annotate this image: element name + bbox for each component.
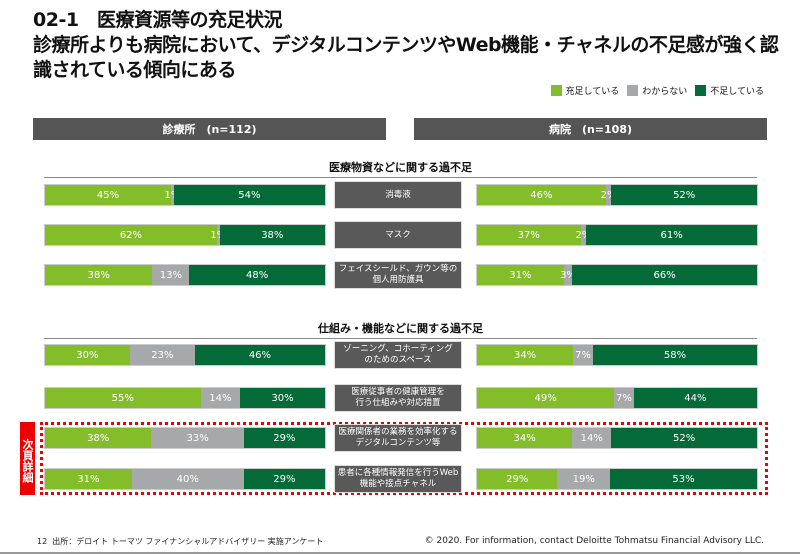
bar-segment-insufficient: 61% — [586, 225, 757, 245]
category-label: 医療関係者の業務を効率化する デジタルコンテンツ等 — [334, 424, 462, 452]
bar-segment-satisfied: 31% — [477, 265, 564, 285]
hospital-bar: 34% 14% 52% — [476, 427, 758, 449]
bar-segment-satisfied: 38% — [45, 428, 152, 448]
bar-segment-unknown: 3% — [560, 265, 576, 285]
page-subtitle-line2: 識されている傾向にある — [33, 59, 236, 81]
bar-segment-insufficient: 30% — [240, 388, 325, 408]
bar-segment-unknown: 1% — [210, 225, 226, 245]
bar-segment-satisfied: 37% — [477, 225, 581, 245]
clinic-bar: 31% 40% 29% — [44, 468, 326, 490]
legend-swatch — [550, 85, 562, 96]
bar-segment-unknown: 13% — [152, 265, 190, 285]
group-header-clinic: 診療所 (n=112) — [33, 118, 386, 140]
bar-segment-satisfied: 46% — [477, 185, 606, 205]
clinic-bar: 55% 14% 30% — [44, 387, 326, 409]
legend-swatch — [695, 85, 707, 96]
page-subtitle-line1: 診療所よりも病院において、デジタルコンテンツやWeb機能・チャネルの不足感が強く… — [33, 34, 779, 56]
bar-segment-satisfied: 55% — [45, 388, 201, 408]
legend-swatch — [627, 85, 639, 96]
legend-label: 不足している — [710, 87, 764, 97]
highlight-box — [40, 422, 768, 495]
bar-segment-insufficient: 66% — [572, 265, 757, 285]
hospital-bar: 34% 7% 58% — [476, 344, 758, 366]
page-title: 02-1 医療資源等の充足状況 — [33, 9, 283, 31]
clinic-bar: 45% 1% 54% — [44, 184, 326, 206]
bar-segment-unknown: 7% — [614, 388, 634, 408]
category-label: 消毒液 — [334, 181, 462, 209]
clinic-bar: 38% 33% 29% — [44, 427, 326, 449]
bar-segment-satisfied: 38% — [45, 265, 153, 285]
bar-segment-unknown: 2% — [575, 225, 591, 245]
bar-segment-unknown: 40% — [131, 469, 244, 489]
copyright: © 2020. For information, contact Deloitt… — [424, 536, 764, 546]
bar-segment-insufficient: 29% — [243, 428, 325, 448]
bar-segment-insufficient: 52% — [611, 428, 757, 448]
legend: 充足している わからない 不足している — [550, 84, 764, 97]
hospital-bar: 46% 2% 52% — [476, 184, 758, 206]
page-number: 12 — [37, 537, 48, 546]
next-page-detail-tag: 次頁詳細 — [20, 422, 35, 495]
bar-segment-insufficient: 46% — [194, 345, 325, 365]
clinic-bar: 62% 1% 38% — [44, 224, 326, 246]
bar-segment-insufficient: 48% — [189, 265, 325, 285]
category-label: ゾーニング、コホーティング のためのスペース — [334, 341, 462, 369]
section-title-systems: 仕組み・機能などに関する過不足 — [44, 320, 757, 339]
category-label: マスク — [334, 221, 462, 249]
bar-segment-satisfied: 34% — [477, 345, 574, 365]
clinic-bar: 30% 23% 46% — [44, 344, 326, 366]
category-label: フェイスシールド、ガウン等の 個人用防護具 — [334, 261, 462, 289]
hospital-bar: 49% 7% 44% — [476, 387, 758, 409]
hospital-bar: 37% 2% 61% — [476, 224, 758, 246]
footer-rule — [0, 552, 800, 554]
bar-segment-satisfied: 62% — [45, 225, 217, 245]
bar-segment-insufficient: 54% — [173, 185, 325, 205]
category-label: 患者に各種情報発信を行うWeb 機能や接点チャネル — [334, 465, 462, 493]
hospital-bar: 31% 3% 66% — [476, 264, 758, 286]
bar-segment-satisfied: 34% — [477, 428, 573, 448]
legend-label: 充足している — [565, 87, 620, 97]
bar-segment-unknown: 7% — [573, 345, 593, 365]
bar-segment-insufficient: 53% — [610, 469, 757, 489]
bar-segment-insufficient: 29% — [243, 469, 325, 489]
bar-segment-unknown: 19% — [557, 469, 611, 489]
bar-segment-satisfied: 29% — [477, 469, 558, 489]
bar-segment-unknown: 2% — [601, 185, 617, 205]
bar-segment-insufficient: 38% — [219, 225, 325, 245]
group-header-hospital: 病院 (n=108) — [414, 118, 767, 140]
bar-segment-insufficient: 58% — [592, 345, 757, 365]
bar-segment-insufficient: 44% — [633, 388, 757, 408]
clinic-bar: 38% 13% 48% — [44, 264, 326, 286]
bar-segment-satisfied: 31% — [45, 469, 132, 489]
bar-segment-satisfied: 45% — [45, 185, 171, 205]
bar-segment-unknown: 1% — [164, 185, 180, 205]
source-text: 出所：デロイト トーマツ ファイナンシャルアドバイザリー 実施アンケート — [52, 537, 324, 546]
bar-segment-unknown: 33% — [151, 428, 244, 448]
bar-segment-unknown: 14% — [572, 428, 612, 448]
legend-label: わからない — [642, 87, 688, 97]
bar-segment-satisfied: 49% — [477, 388, 615, 408]
bar-segment-insufficient: 52% — [611, 185, 757, 205]
bar-segment-unknown: 14% — [200, 388, 241, 408]
section-title-supplies: 医療物資などに関する過不足 — [44, 159, 757, 178]
bar-segment-unknown: 23% — [129, 345, 195, 365]
category-label: 医療従事者の健康管理を 行う仕組みや対応措置 — [334, 384, 462, 412]
hospital-bar: 29% 19% 53% — [476, 468, 758, 490]
bar-segment-satisfied: 30% — [45, 345, 130, 365]
footer-source: 12 出所：デロイト トーマツ ファイナンシャルアドバイザリー 実施アンケート — [37, 536, 323, 547]
